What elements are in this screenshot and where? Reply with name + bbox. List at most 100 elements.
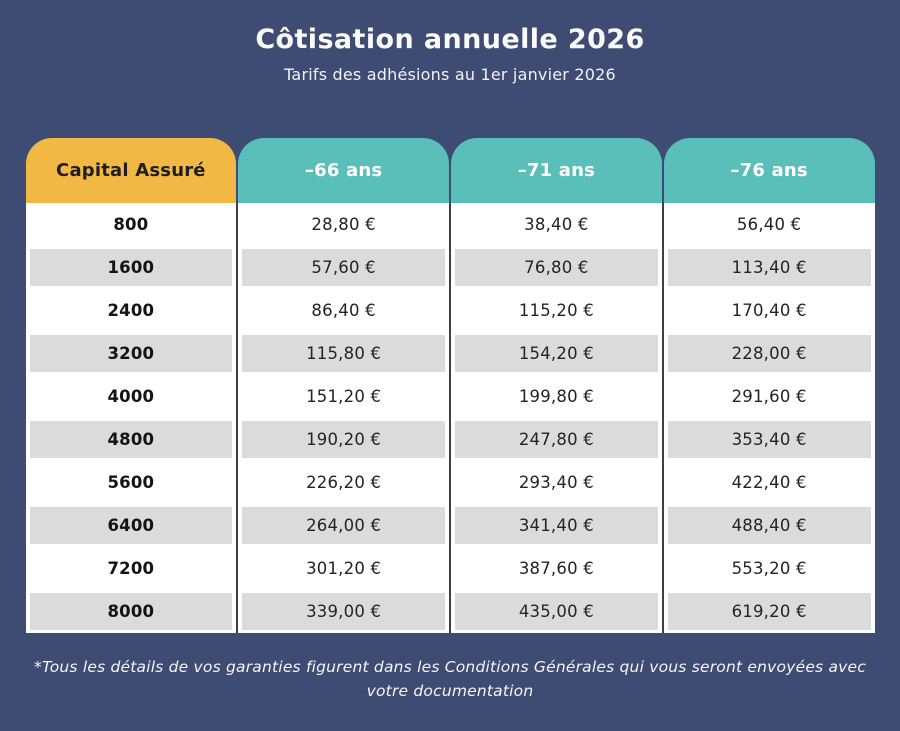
price-cell-2-value: 38,40 €	[455, 206, 658, 244]
price-cell-1-value: 226,20 €	[242, 464, 445, 502]
capital-cell: 4000	[26, 375, 237, 418]
price-cell-1-value: 339,00 €	[242, 593, 445, 631]
table-header-row: Capital Assuré –66 ans –71 ans –76 ans	[25, 138, 875, 204]
capital-cell-value: 6400	[29, 507, 233, 545]
price-cell-3: 170,40 €	[661, 289, 875, 333]
capital-cell-value: 1600	[29, 249, 233, 287]
price-cell-2-value: 247,80 €	[455, 421, 658, 459]
capital-cell: 800	[26, 203, 237, 246]
price-cell-3-value: 353,40 €	[667, 421, 871, 459]
price-cell-1-value: 190,20 €	[242, 421, 445, 459]
table-row: 4000 151,20 € 199,80 €291,60 €	[26, 375, 875, 419]
price-cell-2: 387,60 €	[449, 547, 662, 591]
capital-cell-value: 2400	[29, 292, 233, 330]
price-cell-3-value: 619,20 €	[667, 593, 871, 631]
page-subtitle: Tarifs des adhésions au 1er janvier 2026	[284, 65, 616, 85]
capital-cell: 5600	[26, 461, 237, 504]
capital-cell-value: 4000	[29, 378, 233, 416]
price-cell-2-value: 341,40 €	[455, 507, 658, 545]
page-title: Côtisation annuelle 2026	[255, 24, 645, 55]
price-cell-3-value: 291,60 €	[667, 378, 871, 416]
price-cell-2: 115,20 €	[449, 289, 662, 333]
price-cell-2-value: 435,00 €	[455, 593, 658, 631]
price-cell-3: 291,60 €	[661, 375, 875, 419]
table-row: 8000 339,00 € 435,00 €619,20 €	[26, 590, 875, 634]
price-cell-1-value: 57,60 €	[242, 249, 445, 287]
price-cell-2: 199,80 €	[449, 375, 662, 419]
price-cell-2: 293,40 €	[449, 461, 662, 505]
price-cell-2: 247,80 €	[449, 418, 662, 462]
price-cell-2: 435,00 €	[449, 590, 662, 634]
price-cell-1: 115,80 €	[236, 332, 449, 376]
price-cell-1: 339,00 €	[236, 590, 449, 634]
price-cell-2: 76,80 €	[449, 246, 662, 290]
price-cell-1-value: 301,20 €	[242, 550, 445, 588]
price-cell-2-value: 293,40 €	[455, 464, 658, 502]
table-row: 800 28,80 € 38,40 €56,40 €	[26, 203, 875, 247]
page-header: Côtisation annuelle 2026 Tarifs des adhé…	[0, 0, 900, 84]
table-body: 800 28,80 € 38,40 €56,40 € 1600 57,60 € 76,80…	[25, 203, 875, 634]
table-row: 7200 301,20 € 387,60 €553,20 €	[26, 547, 875, 591]
price-cell-2-value: 199,80 €	[455, 378, 658, 416]
table-row: 4800 190,20 € 247,80 €353,40 €	[26, 418, 875, 462]
capital-cell-value: 4800	[29, 421, 233, 459]
capital-assure-header: Capital Assuré	[25, 138, 237, 204]
price-cell-3-value: 488,40 €	[667, 507, 871, 545]
price-cell-3: 619,20 €	[661, 590, 875, 634]
pricing-table: Capital Assuré –66 ans –71 ans –76 ans 800…	[25, 138, 875, 634]
price-cell-2-value: 115,20 €	[455, 292, 658, 330]
price-cell-3-value: 422,40 €	[667, 464, 871, 502]
price-cell-2: 38,40 €	[449, 203, 662, 247]
price-cell-3: 56,40 €	[661, 203, 875, 247]
capital-cell-value: 8000	[29, 593, 233, 631]
price-cell-2-value: 387,60 €	[455, 550, 658, 588]
price-cell-3: 113,40 €	[661, 246, 875, 290]
price-cell-2: 154,20 €	[449, 332, 662, 376]
capital-cell: 7200	[26, 547, 237, 590]
table-row: 3200 115,80 € 154,20 €228,00 €	[26, 332, 875, 376]
price-cell-3: 422,40 €	[661, 461, 875, 505]
age-header-2: –71 ans	[451, 138, 662, 204]
price-cell-1: 86,40 €	[236, 289, 449, 333]
price-cell-1: 226,20 €	[236, 461, 449, 505]
price-cell-1: 301,20 €	[236, 547, 449, 591]
price-cell-2-value: 76,80 €	[455, 249, 658, 287]
price-cell-3-value: 228,00 €	[667, 335, 871, 373]
price-cell-1: 151,20 €	[236, 375, 449, 419]
price-cell-3: 228,00 €	[661, 332, 875, 376]
table-row: 2400 86,40 € 115,20 €170,40 €	[26, 289, 875, 333]
price-cell-3-value: 56,40 €	[667, 206, 871, 244]
capital-cell: 1600	[26, 246, 237, 289]
price-cell-3-value: 553,20 €	[667, 550, 871, 588]
price-cell-1-value: 86,40 €	[242, 292, 445, 330]
price-cell-3: 353,40 €	[661, 418, 875, 462]
capital-cell-value: 7200	[29, 550, 233, 588]
price-cell-2: 341,40 €	[449, 504, 662, 548]
price-cell-3: 553,20 €	[661, 547, 875, 591]
price-cell-1: 57,60 €	[236, 246, 449, 290]
capital-cell-value: 3200	[29, 335, 233, 373]
capital-cell: 6400	[26, 504, 237, 547]
price-cell-1: 190,20 €	[236, 418, 449, 462]
price-cell-2-value: 154,20 €	[455, 335, 658, 373]
price-cell-1: 28,80 €	[236, 203, 449, 247]
table-row: 6400 264,00 € 341,40 €488,40 €	[26, 504, 875, 548]
age-header-1: –66 ans	[238, 138, 449, 204]
age-header-3: –76 ans	[663, 138, 875, 204]
price-cell-3-value: 113,40 €	[667, 249, 871, 287]
price-cell-1: 264,00 €	[236, 504, 449, 548]
price-cell-1-value: 28,80 €	[242, 206, 445, 244]
price-cell-3-value: 170,40 €	[667, 292, 871, 330]
capital-cell: 2400	[26, 289, 237, 332]
price-cell-3: 488,40 €	[661, 504, 875, 548]
capital-cell: 4800	[26, 418, 237, 461]
capital-cell-value: 5600	[29, 464, 233, 502]
capital-cell: 8000	[26, 590, 237, 633]
footnote: *Tous les détails de vos garanties figur…	[34, 658, 866, 701]
price-cell-1-value: 151,20 €	[242, 378, 445, 416]
table-row: 1600 57,60 € 76,80 €113,40 €	[26, 246, 875, 290]
price-cell-1-value: 264,00 €	[242, 507, 445, 545]
table-row: 5600 226,20 € 293,40 €422,40 €	[26, 461, 875, 505]
capital-cell-value: 800	[29, 206, 233, 244]
